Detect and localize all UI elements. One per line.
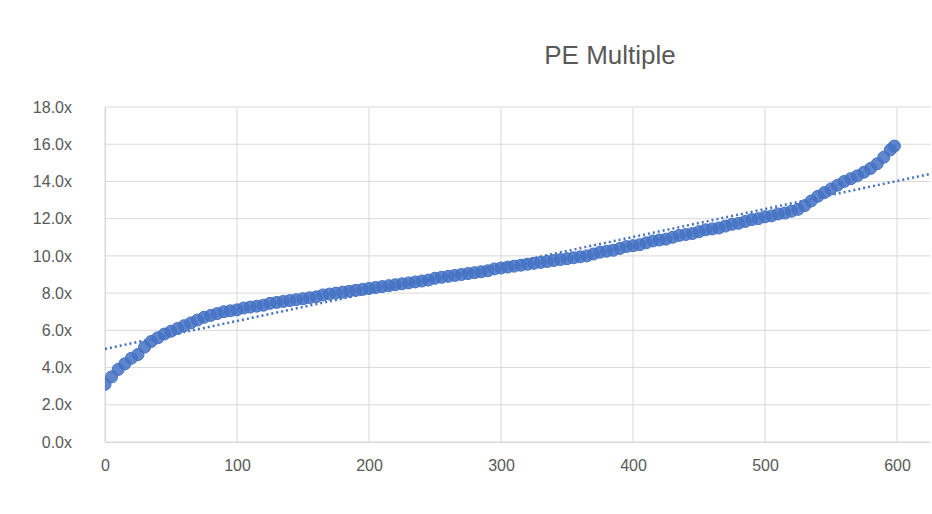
y-tick-label: 14.0x [33, 173, 72, 190]
x-tick-label: 300 [488, 457, 515, 474]
y-tick: 12.0x [33, 210, 105, 227]
x-tick: 300 [488, 442, 515, 474]
x-grid-line [897, 107, 898, 442]
y-grid-line [105, 181, 930, 182]
x-grid-line [237, 107, 238, 442]
y-grid-line [105, 293, 930, 294]
x-grid-line [765, 107, 766, 442]
x-grid-line [105, 107, 106, 442]
y-axis-line [105, 108, 106, 443]
y-grid-line [105, 218, 930, 219]
x-tick: 400 [620, 442, 647, 474]
point [888, 140, 900, 152]
y-tick: 0.0x [42, 434, 105, 451]
title: PE Multiple [544, 40, 676, 70]
x-tick: 0 [101, 442, 110, 474]
grid [105, 107, 930, 442]
y-tick-label: 0.0x [42, 434, 72, 451]
x-tick: 100 [224, 442, 251, 474]
y-axis: 0.0x 2.0x 4.0x 6.0x 8.0x 10.0x 12.0x 14.0x 16.0x… [33, 99, 106, 451]
y-grid-line [105, 367, 930, 368]
y-tick: 16.0x [33, 136, 105, 153]
x-tick-label: 500 [752, 457, 779, 474]
x-tick: 200 [356, 442, 383, 474]
y-grid-line [105, 404, 930, 405]
x-axis: 0 100 200 300 400 500 600 [101, 442, 930, 474]
chart: 0 100 200 300 400 500 600 0.0x 2.0x 4.0x 6.0x 8.0x 1… [0, 0, 932, 514]
y-grid-line [105, 442, 930, 443]
x-grid-line [369, 107, 370, 442]
plot-area [105, 140, 930, 390]
x-tick: 500 [752, 442, 779, 474]
x-axis-line [106, 442, 931, 443]
y-grid-line [105, 255, 930, 256]
x-tick-label: 200 [356, 457, 383, 474]
y-tick-label: 12.0x [33, 210, 72, 227]
y-tick: 2.0x [42, 396, 105, 413]
y-tick-label: 4.0x [42, 359, 72, 376]
x-grid-line [501, 107, 502, 442]
x-tick: 600 [884, 442, 911, 474]
y-tick: 18.0x [33, 99, 105, 116]
y-tick: 10.0x [33, 248, 105, 265]
y-tick: 8.0x [42, 285, 105, 302]
y-tick-label: 6.0x [42, 322, 72, 339]
x-grid-line [633, 107, 634, 442]
y-tick: 6.0x [42, 322, 105, 339]
y-tick-label: 8.0x [42, 285, 72, 302]
x-tick-label: 600 [884, 457, 911, 474]
x-tick-label: 400 [620, 457, 647, 474]
y-grid-line [105, 107, 930, 108]
y-tick: 14.0x [33, 173, 105, 190]
y-tick: 4.0x [42, 359, 105, 376]
x-tick-label: 0 [101, 457, 110, 474]
y-tick-label: 18.0x [33, 99, 72, 116]
trend-line [105, 174, 930, 349]
y-tick-label: 16.0x [33, 136, 72, 153]
x-tick-label: 100 [224, 457, 251, 474]
y-tick-label: 10.0x [33, 248, 72, 265]
y-grid-line [105, 144, 930, 145]
y-tick-label: 2.0x [42, 396, 72, 413]
y-grid-line [105, 330, 930, 331]
